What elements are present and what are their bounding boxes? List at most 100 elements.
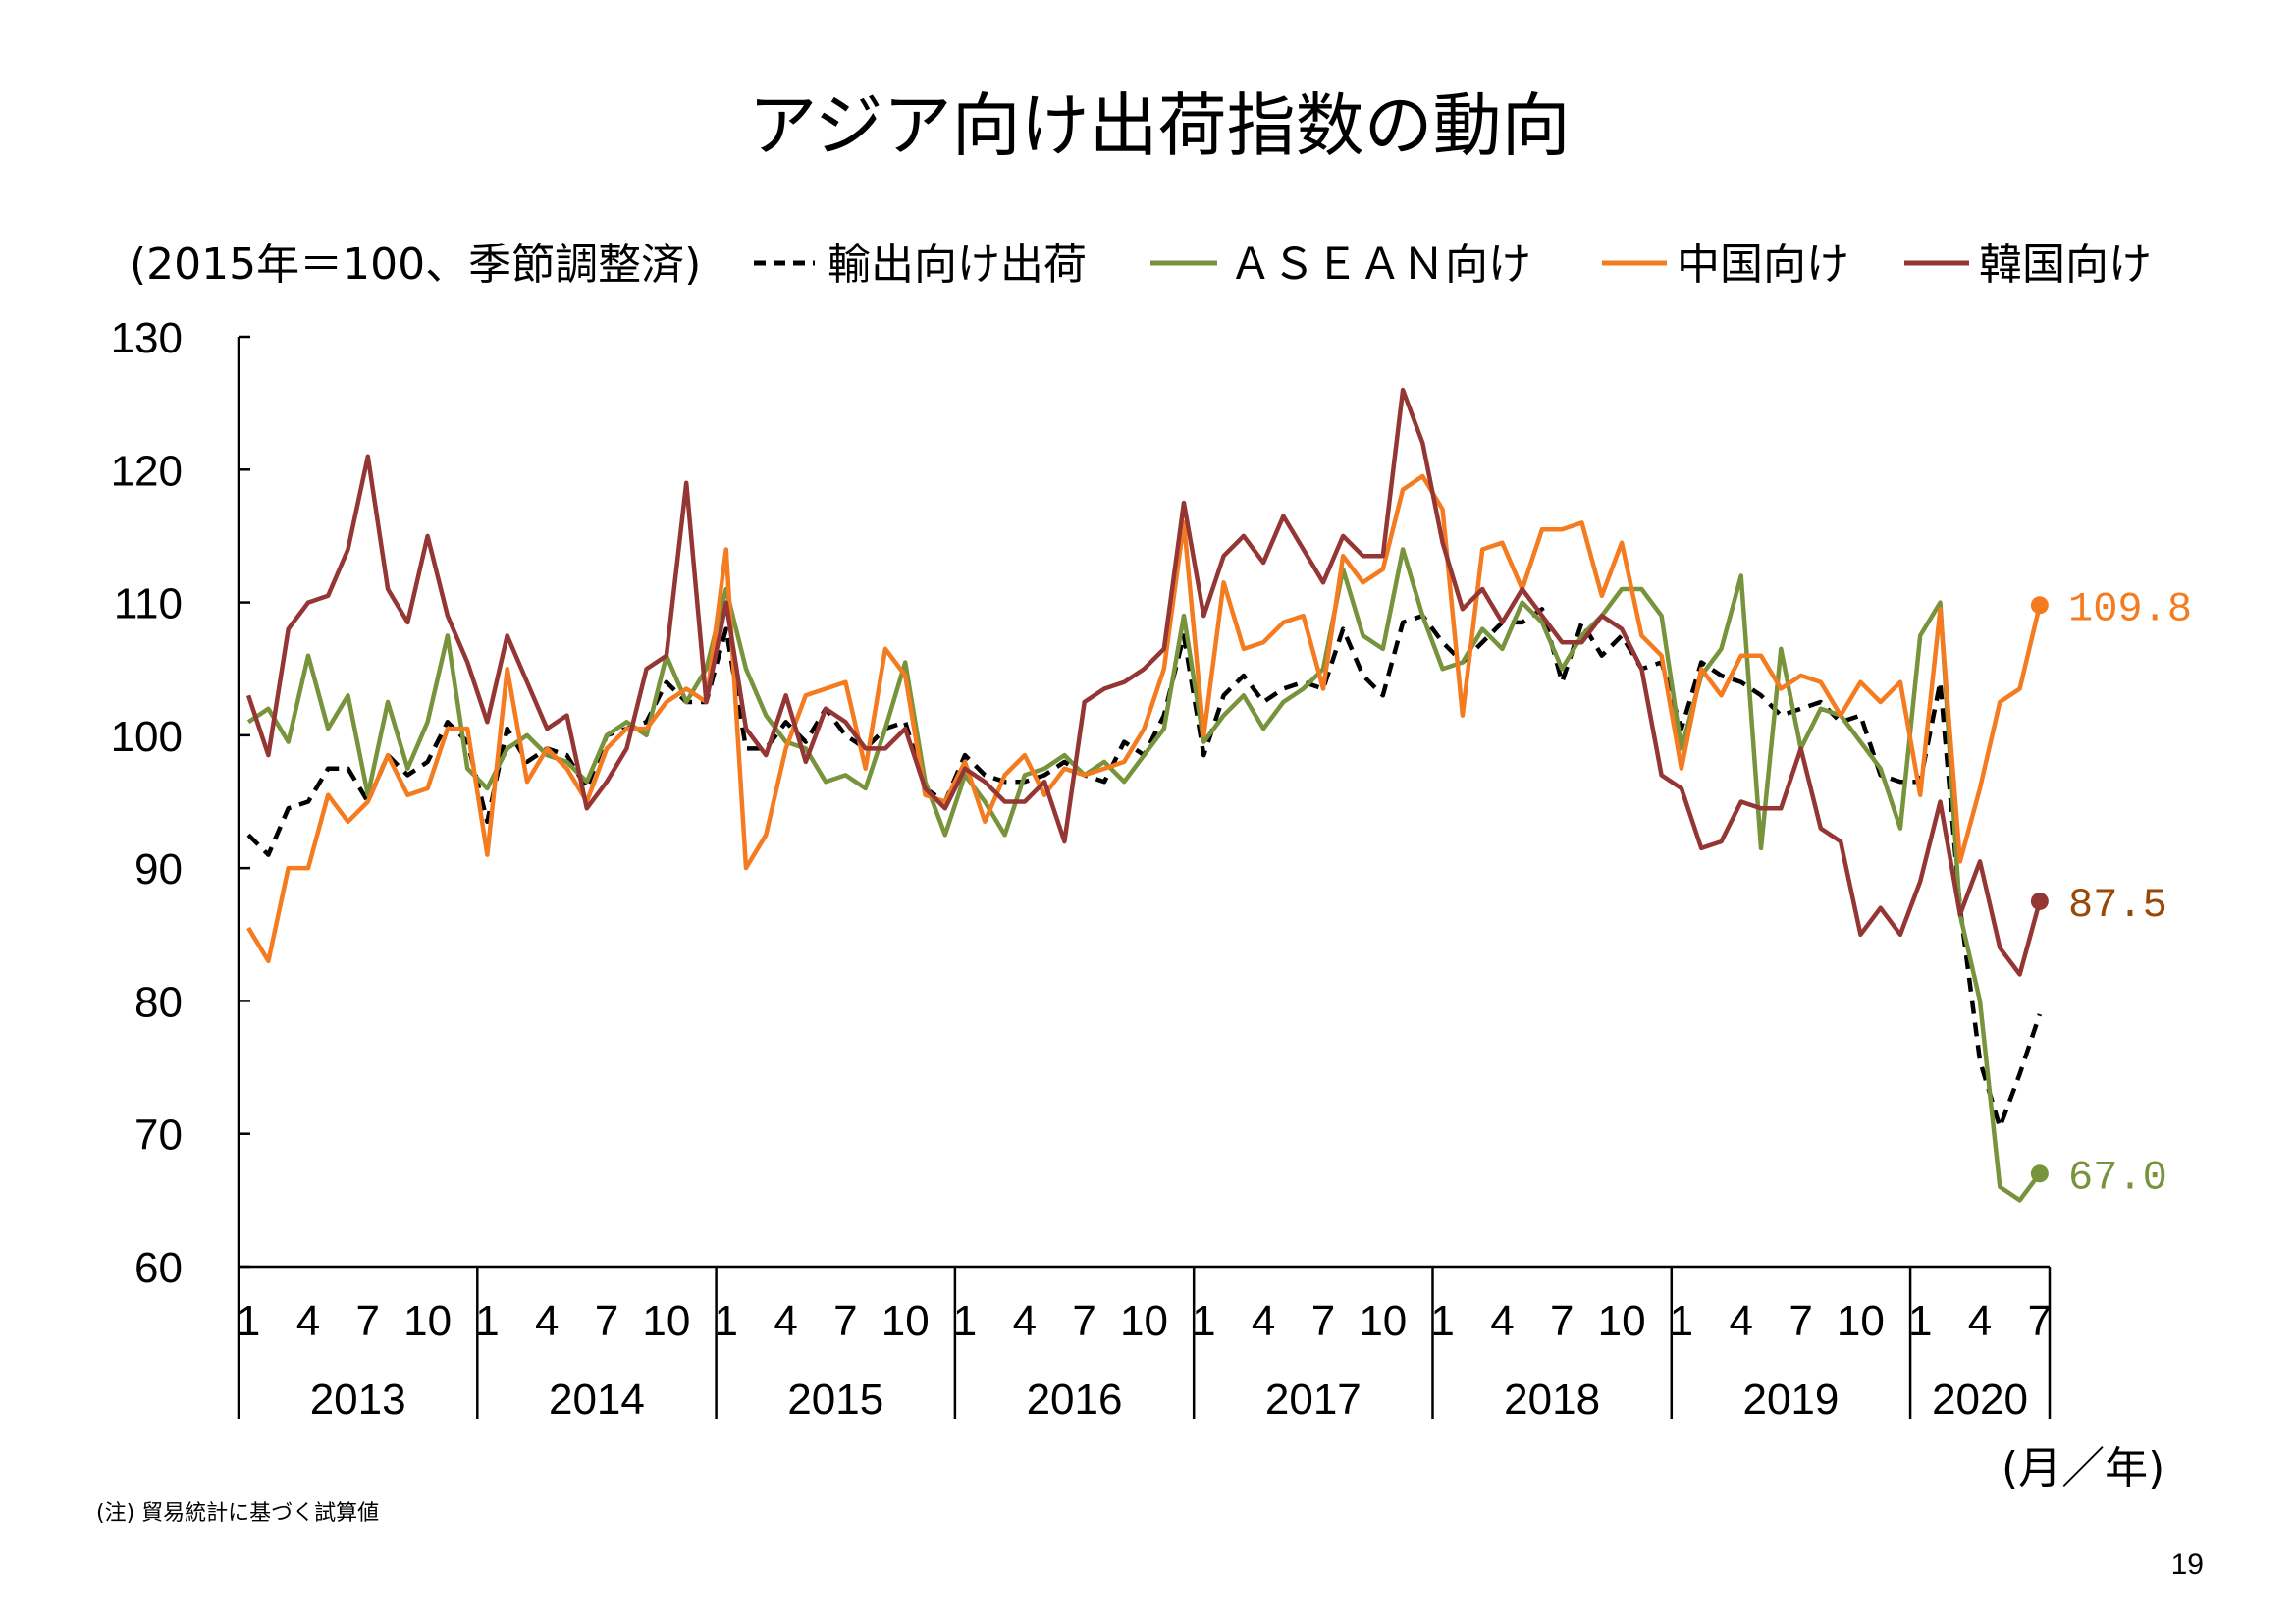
data-point [347, 767, 350, 771]
data-point [1062, 839, 1066, 843]
data-point [426, 786, 430, 790]
data-point [1023, 753, 1027, 757]
data-point [1759, 806, 1763, 810]
data-point [1939, 601, 1943, 605]
y-tick-label: 100 [111, 713, 183, 761]
data-point [1480, 640, 1484, 644]
data-point [864, 767, 868, 771]
data-point [1441, 640, 1445, 644]
data-point [266, 959, 270, 963]
data-point [465, 767, 469, 771]
data-point [426, 760, 430, 764]
x-tick-label-month: 10 [1359, 1297, 1407, 1345]
data-point [1321, 580, 1325, 584]
data-point [1480, 548, 1484, 552]
y-tick-label: 70 [134, 1111, 183, 1160]
data-point [1759, 846, 1763, 850]
series-export [246, 607, 2043, 1130]
data-point [1042, 780, 1046, 784]
data-point [1500, 647, 1504, 651]
data-point [1441, 541, 1445, 545]
end-value-label-china: 109.8 [2068, 585, 2192, 632]
data-point [1998, 1185, 2002, 1189]
data-point [306, 601, 310, 605]
data-point [2018, 972, 2022, 976]
data-point [1461, 714, 1465, 718]
data-point [804, 740, 808, 744]
data-point [605, 780, 609, 784]
x-tick-label-year: 2020 [1932, 1376, 2028, 1424]
data-point [943, 833, 947, 837]
data-point [883, 727, 887, 731]
data-point [605, 746, 609, 750]
data-point [1799, 746, 1803, 750]
data-point [585, 806, 589, 810]
data-point [1381, 568, 1385, 571]
series-line-korea [245, 387, 2043, 977]
data-point [983, 780, 987, 784]
data-point [1042, 773, 1046, 777]
data-point [1381, 554, 1385, 558]
data-point [1779, 647, 1783, 651]
data-point [1321, 687, 1325, 691]
data-point [506, 667, 509, 671]
data-point [1879, 700, 1883, 704]
end-value-label-korea: 87.5 [2068, 882, 2167, 929]
data-point [764, 833, 768, 837]
data-point [1639, 667, 1643, 671]
data-point [665, 680, 668, 684]
end-marker-korea [2030, 892, 2049, 910]
data-point [1143, 753, 1147, 757]
data-point [1739, 800, 1743, 804]
data-point [565, 760, 569, 764]
data-point [843, 733, 847, 737]
data-point [287, 740, 291, 744]
data-point [1540, 614, 1544, 618]
data-point [1201, 733, 1205, 737]
data-point [1242, 534, 1246, 538]
data-point [1978, 1058, 1982, 1062]
footnote: (注) 貿易統計に基づく試算値 [96, 1501, 379, 1526]
data-point [1699, 846, 1703, 850]
data-point [624, 746, 628, 750]
y-tick-label: 60 [134, 1244, 183, 1292]
data-point [1062, 767, 1066, 771]
data-point [1779, 687, 1783, 691]
data-point [1420, 474, 1424, 478]
data-point [525, 780, 529, 784]
x-tick-label-month: 1 [953, 1297, 977, 1345]
data-point [1998, 700, 2002, 704]
end-value-label-asean: 67.0 [2068, 1154, 2167, 1201]
data-point [366, 800, 370, 804]
data-point [1042, 767, 1046, 771]
x-tick-label-month: 4 [774, 1297, 797, 1345]
data-point [1739, 574, 1743, 578]
data-point [983, 773, 987, 777]
data-point [1062, 753, 1066, 757]
data-point [326, 727, 330, 731]
data-point [266, 853, 270, 857]
data-point [326, 594, 330, 598]
data-point [1362, 674, 1365, 677]
data-point [426, 534, 430, 538]
data-point [1879, 767, 1883, 771]
data-point [1580, 621, 1584, 624]
legend-label-korea: 韓国向け [1979, 240, 2152, 290]
data-point [1998, 1125, 2002, 1129]
data-point [545, 746, 549, 750]
data-point [963, 760, 967, 764]
data-point [1918, 633, 1922, 637]
x-tick-label-year: 2018 [1504, 1376, 1600, 1424]
data-point [1281, 700, 1285, 704]
data-point [246, 926, 250, 930]
data-point [784, 693, 788, 697]
data-point [1680, 767, 1683, 771]
data-point [1143, 727, 1147, 731]
x-tick-label-year: 2014 [549, 1376, 645, 1424]
data-point [804, 760, 808, 764]
data-point [1441, 667, 1445, 671]
data-point [1680, 786, 1683, 790]
data-point [1639, 587, 1643, 591]
data-point [1898, 933, 1902, 937]
x-tick-label-year: 2017 [1265, 1376, 1362, 1424]
